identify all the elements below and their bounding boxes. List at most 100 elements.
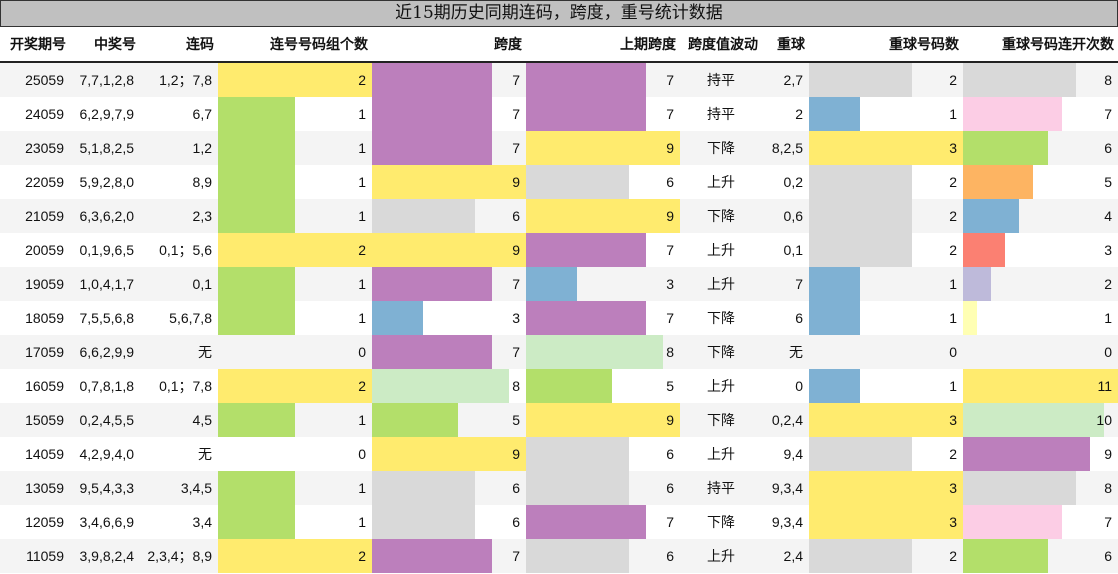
cell-text: 7 xyxy=(666,72,674,88)
cell-text: 6 xyxy=(666,446,674,462)
value-bar xyxy=(526,437,629,471)
cell-prev-span: 7 xyxy=(526,505,680,539)
header-repeat[interactable]: 重球 xyxy=(762,27,809,63)
value-bar xyxy=(218,165,295,199)
cell-repeat-count: 3 xyxy=(809,505,963,539)
cell-numbers: 7,5,5,6,8 xyxy=(70,301,140,335)
cell-consecutive-groups: 1 xyxy=(218,505,372,539)
value-bar xyxy=(963,403,1104,437)
cell-text: 1 xyxy=(358,106,366,122)
cell-text: 3,4 xyxy=(192,514,212,530)
header-repeat-streak[interactable]: 重球号码连开次数 xyxy=(963,27,1118,63)
cell-text: 7 xyxy=(512,106,520,122)
cell-text: 9 xyxy=(1104,446,1112,462)
cell-text: 11 xyxy=(1097,378,1112,394)
cell-text: 5,6,7,8 xyxy=(169,310,212,326)
cell-text: 下降 xyxy=(707,208,735,224)
cell-text: 21059 xyxy=(25,208,64,224)
cell-text: 7 xyxy=(512,344,520,360)
header-prev-span[interactable]: 上期跨度 xyxy=(526,27,680,63)
header-numbers[interactable]: 中奖号 xyxy=(70,27,140,63)
cell-repeat-streak: 6 xyxy=(963,539,1118,573)
cell-span: 7 xyxy=(372,131,526,165)
value-bar xyxy=(963,131,1048,165)
cell-text: 9 xyxy=(512,242,520,258)
cell-text: 2 xyxy=(1104,276,1112,292)
table-row: 24059 6,2,9,7,9 6,7 1 7 7 持平 2 1 7 xyxy=(0,97,1118,131)
cell-text: 2 xyxy=(949,242,957,258)
cell-issue: 11059 xyxy=(0,539,70,573)
cell-repeat: 9,3,4 xyxy=(762,471,809,505)
cell-consecutive-groups: 2 xyxy=(218,233,372,267)
cell-text: 25059 xyxy=(25,72,64,88)
cell-repeat-count: 2 xyxy=(809,539,963,573)
cell-consecutive: 无 xyxy=(140,335,218,369)
value-bar xyxy=(963,267,992,301)
cell-span: 7 xyxy=(372,267,526,301)
cell-text: 下降 xyxy=(707,344,735,360)
value-bar xyxy=(372,369,509,403)
cell-consecutive: 5,6,7,8 xyxy=(140,301,218,335)
header-consecutive[interactable]: 连码 xyxy=(140,27,218,63)
cell-numbers: 4,2,9,4,0 xyxy=(70,437,140,471)
cell-numbers: 6,2,9,7,9 xyxy=(70,97,140,131)
cell-repeat-count: 1 xyxy=(809,301,963,335)
cell-text: 5,1,8,2,5 xyxy=(79,140,135,156)
value-bar xyxy=(809,131,963,165)
cell-span: 9 xyxy=(372,437,526,471)
cell-text: 2 xyxy=(949,72,957,88)
cell-consecutive-groups: 1 xyxy=(218,97,372,131)
value-bar xyxy=(809,369,861,403)
cell-text: 5,9,2,8,0 xyxy=(79,174,135,190)
table-row: 19059 1,0,4,1,7 0,1 1 7 3 上升 7 1 2 xyxy=(0,267,1118,301)
header-span-trend[interactable]: 跨度值波动 xyxy=(680,27,762,63)
cell-text: 17059 xyxy=(25,344,64,360)
cell-text: 0 xyxy=(1104,344,1112,360)
cell-consecutive-groups: 0 xyxy=(218,437,372,471)
header-issue[interactable]: 开奖期号 xyxy=(0,27,70,63)
table-row: 12059 3,4,6,6,9 3,4 1 6 7 下降 9,3,4 3 7 xyxy=(0,505,1118,539)
cell-text: 10 xyxy=(1096,412,1112,428)
cell-text: 1 xyxy=(949,378,957,394)
cell-repeat: 0,6 xyxy=(762,199,809,233)
cell-text: 0,1 xyxy=(783,242,803,258)
cell-text: 8 xyxy=(512,378,520,394)
cell-text: 0 xyxy=(358,446,366,462)
cell-consecutive-groups: 1 xyxy=(218,131,372,165)
cell-text: 6 xyxy=(512,480,520,496)
cell-prev-span: 6 xyxy=(526,437,680,471)
cell-repeat-streak: 0 xyxy=(963,335,1118,369)
cell-text: 1 xyxy=(358,412,366,428)
table-row: 22059 5,9,2,8,0 8,9 1 9 6 上升 0,2 2 5 xyxy=(0,165,1118,199)
cell-repeat-count: 3 xyxy=(809,131,963,165)
value-bar xyxy=(526,97,646,131)
cell-span: 6 xyxy=(372,471,526,505)
cell-span-trend: 下降 xyxy=(680,199,762,233)
cell-repeat-streak: 2 xyxy=(963,267,1118,301)
cell-repeat-streak: 3 xyxy=(963,233,1118,267)
cell-text: 2 xyxy=(949,174,957,190)
cell-repeat-streak: 8 xyxy=(963,62,1118,97)
cell-text: 7 xyxy=(666,310,674,326)
cell-span: 7 xyxy=(372,335,526,369)
header-consecutive-groups[interactable]: 连号号码组个数 xyxy=(218,27,372,63)
value-bar xyxy=(218,63,372,97)
cell-text: 1 xyxy=(949,310,957,326)
cell-text: 0,2,4,5,5 xyxy=(79,412,135,428)
cell-text: 22059 xyxy=(25,174,64,190)
cell-issue: 17059 xyxy=(0,335,70,369)
cell-consecutive: 8,9 xyxy=(140,165,218,199)
header-repeat-count[interactable]: 重球号码数 xyxy=(809,27,963,63)
cell-text: 19059 xyxy=(25,276,64,292)
cell-span-trend: 上升 xyxy=(680,165,762,199)
value-bar xyxy=(372,335,492,369)
cell-consecutive-groups: 1 xyxy=(218,165,372,199)
cell-span-trend: 下降 xyxy=(680,131,762,165)
cell-text: 1 xyxy=(358,276,366,292)
header-span[interactable]: 跨度 xyxy=(372,27,526,63)
cell-numbers: 5,9,2,8,0 xyxy=(70,165,140,199)
value-bar xyxy=(526,539,629,573)
value-bar xyxy=(526,63,646,97)
cell-issue: 21059 xyxy=(0,199,70,233)
value-bar xyxy=(963,539,1048,573)
